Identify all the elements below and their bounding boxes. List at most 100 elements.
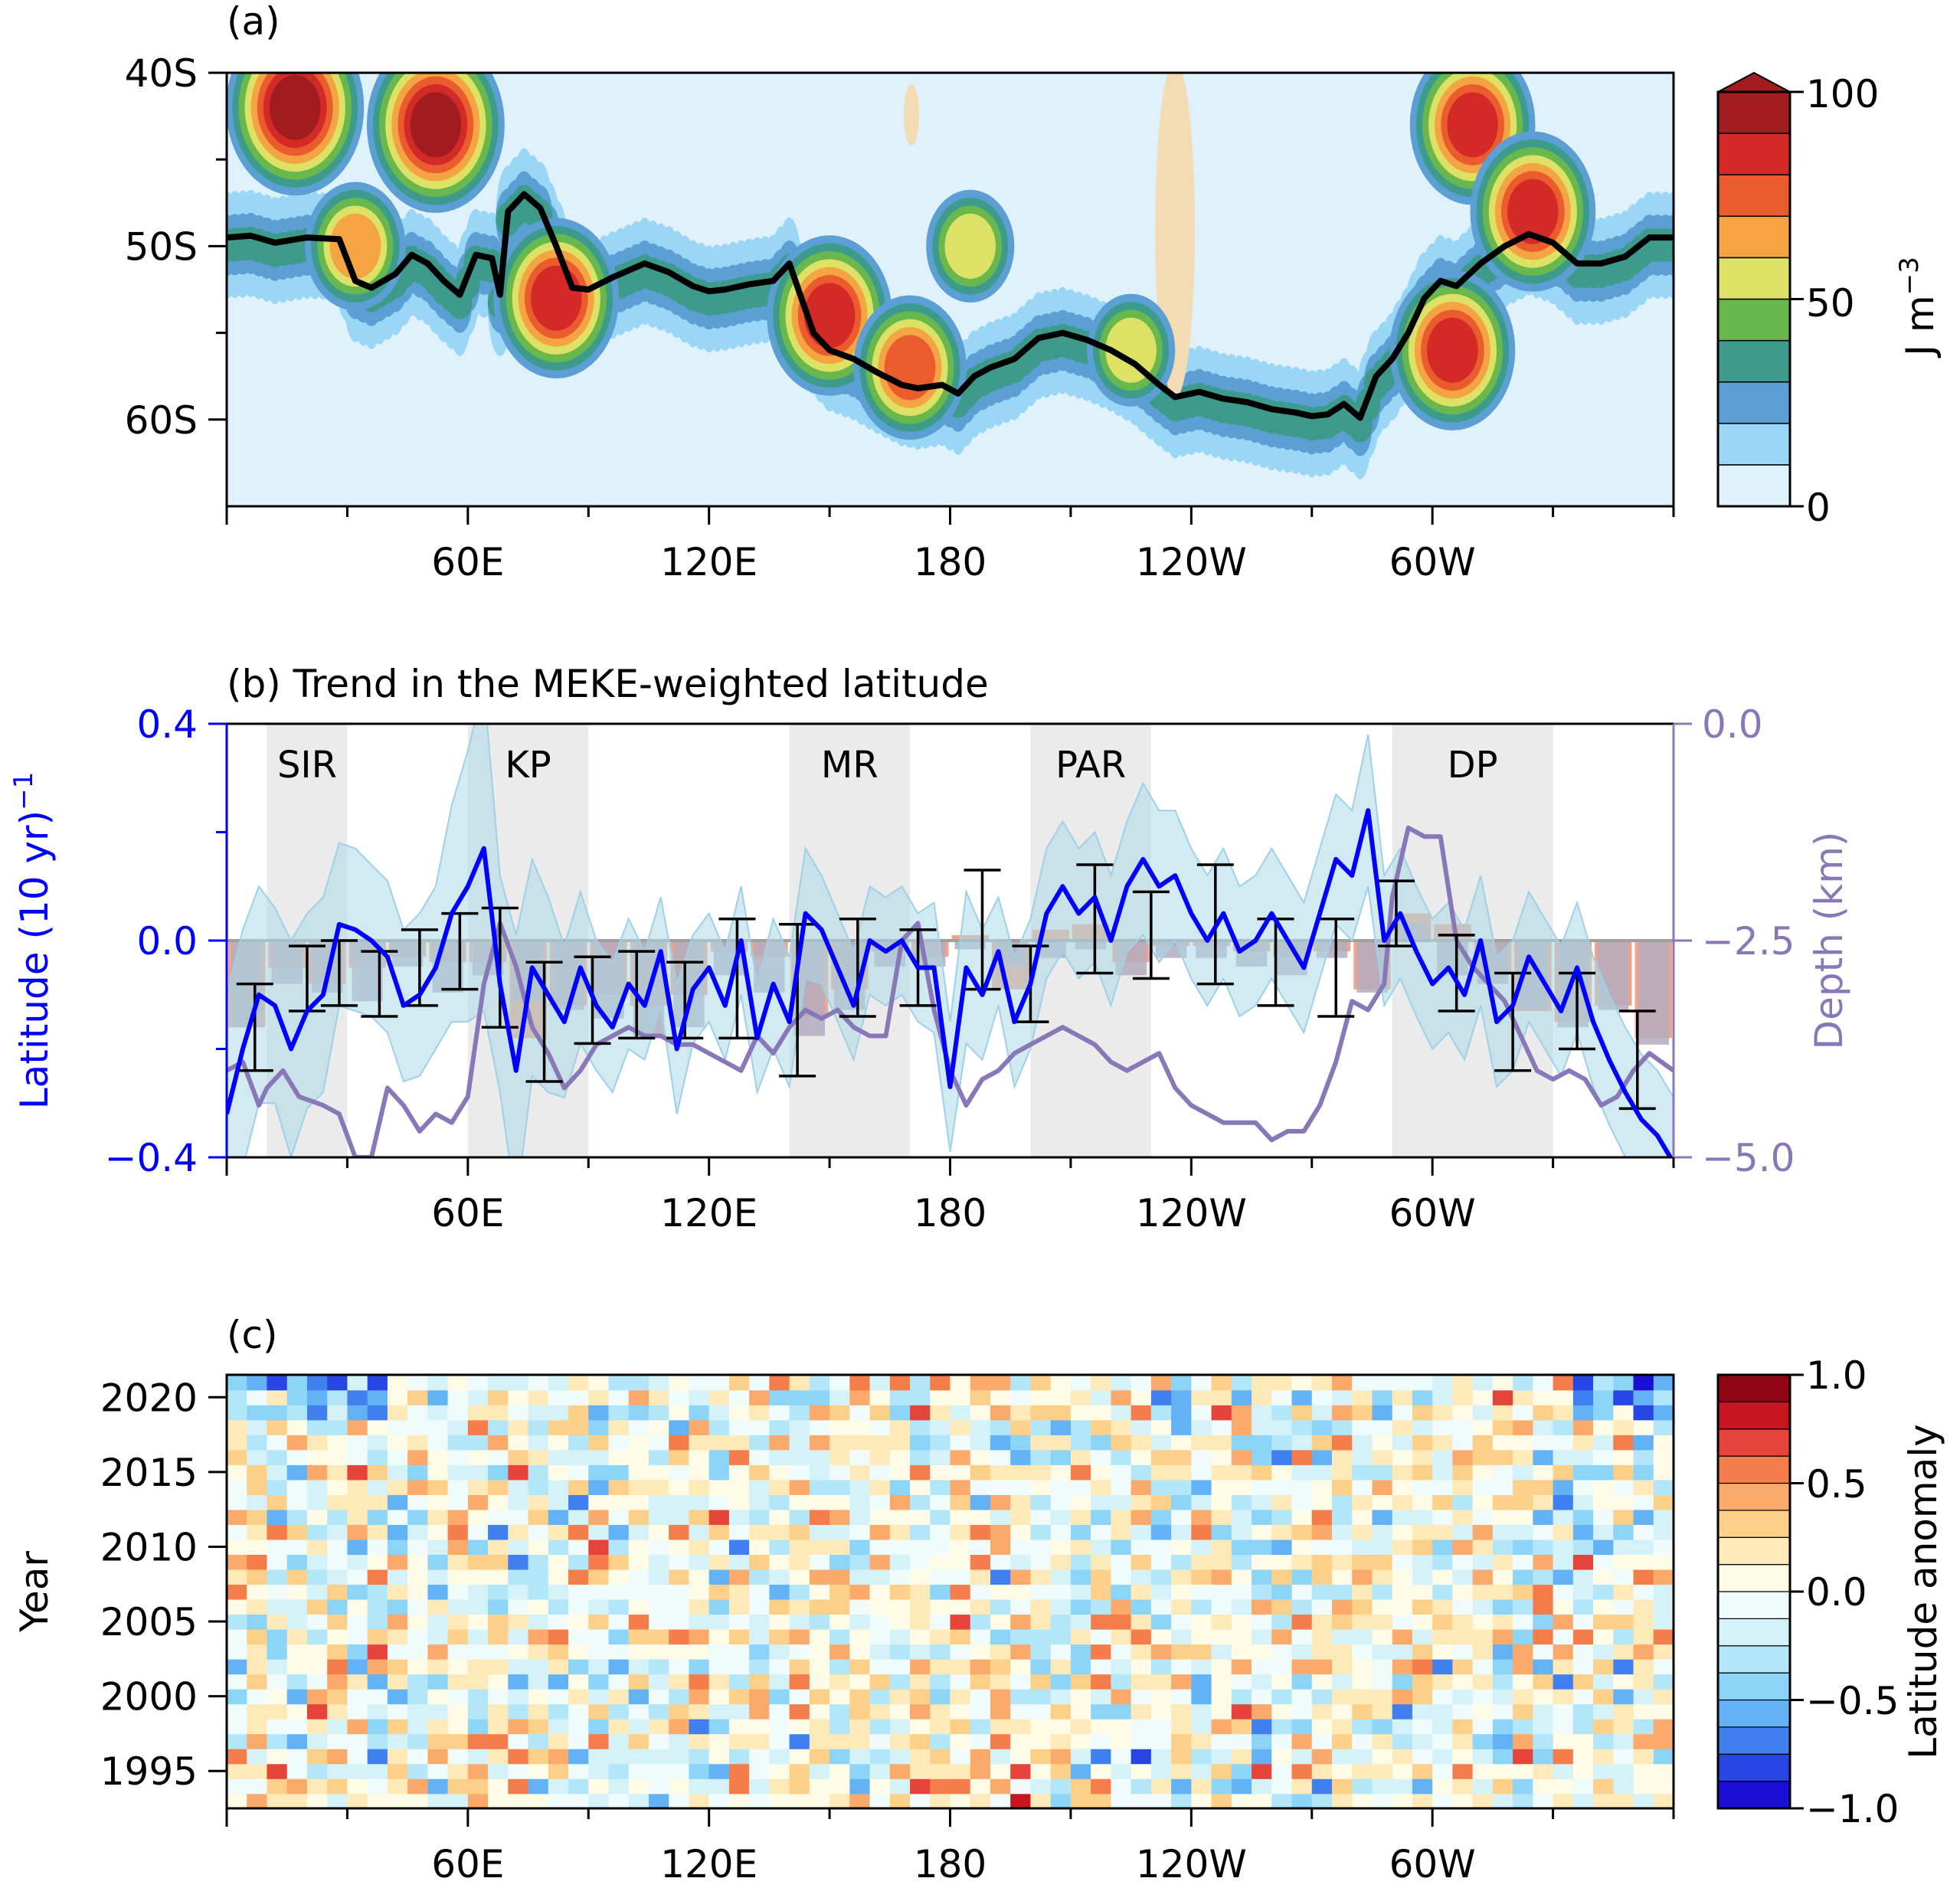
anomaly-cell xyxy=(1331,1494,1353,1510)
x-tick-label: 120E xyxy=(660,1842,757,1886)
anomaly-cell xyxy=(1513,1405,1534,1421)
anomaly-cell xyxy=(608,1748,630,1765)
anomaly-cell xyxy=(1613,1748,1634,1765)
anomaly-cell xyxy=(1331,1703,1353,1719)
anomaly-cell xyxy=(347,1419,368,1435)
anomaly-cell xyxy=(306,1614,328,1630)
anomaly-cell xyxy=(849,1554,871,1570)
anomaly-cell xyxy=(508,1569,529,1585)
anomaly-cell xyxy=(1513,1614,1534,1630)
colorbar-c-swatch xyxy=(1717,1672,1791,1701)
anomaly-cell xyxy=(588,1733,610,1749)
anomaly-cell xyxy=(970,1763,991,1779)
anomaly-cell xyxy=(1372,1598,1393,1615)
anomaly-cell xyxy=(669,1733,690,1749)
anomaly-cell xyxy=(728,1733,750,1749)
anomaly-cell xyxy=(1432,1389,1454,1405)
anomaly-cell xyxy=(1171,1389,1193,1405)
anomaly-cell xyxy=(1513,1703,1534,1719)
anomaly-cell xyxy=(628,1405,650,1421)
anomaly-cell xyxy=(1291,1494,1313,1510)
anomaly-cell xyxy=(930,1644,951,1660)
anomaly-cell xyxy=(930,1405,951,1421)
anomaly-cell xyxy=(1633,1509,1654,1525)
anomaly-cell xyxy=(708,1598,730,1615)
anomaly-cell xyxy=(548,1598,569,1615)
anomaly-cell xyxy=(950,1793,971,1808)
anomaly-cell xyxy=(1633,1419,1654,1435)
panel-b-y2-axis: 0.0−2.5−5.0 xyxy=(1674,702,1795,1180)
anomaly-cell xyxy=(1111,1748,1132,1765)
anomaly-cell xyxy=(306,1733,328,1749)
anomaly-cell xyxy=(910,1509,931,1525)
anomaly-cell xyxy=(708,1479,730,1495)
panel-c-label: (c) xyxy=(227,1313,278,1357)
anomaly-cell xyxy=(588,1584,610,1600)
anomaly-cell xyxy=(1593,1658,1615,1675)
anomaly-cell xyxy=(1252,1644,1273,1660)
anomaly-cell xyxy=(568,1435,590,1451)
anomaly-cell xyxy=(227,1584,248,1600)
anomaly-cell xyxy=(247,1449,268,1465)
anomaly-cell xyxy=(1191,1628,1212,1645)
anomaly-cell xyxy=(809,1644,830,1660)
anomaly-cell xyxy=(1331,1628,1353,1645)
anomaly-cell xyxy=(508,1449,529,1465)
anomaly-cell xyxy=(1613,1524,1634,1540)
anomaly-cell xyxy=(306,1435,328,1451)
anomaly-cell xyxy=(306,1598,328,1615)
anomaly-cell xyxy=(247,1464,268,1481)
anomaly-cell xyxy=(910,1405,931,1421)
anomaly-cell xyxy=(1533,1703,1554,1719)
anomaly-cell xyxy=(628,1449,650,1465)
anomaly-cell xyxy=(1050,1644,1072,1660)
anomaly-cell xyxy=(1572,1674,1594,1690)
anomaly-cell xyxy=(407,1569,429,1585)
anomaly-cell xyxy=(548,1703,569,1719)
anomaly-cell xyxy=(990,1598,1012,1615)
anomaly-cell xyxy=(1131,1598,1152,1615)
anomaly-cell xyxy=(427,1389,449,1405)
anomaly-cell xyxy=(628,1614,650,1630)
anomaly-cell xyxy=(1392,1524,1413,1540)
anomaly-cell xyxy=(1653,1644,1674,1660)
anomaly-cell xyxy=(1111,1778,1132,1795)
anomaly-cell xyxy=(829,1614,851,1630)
anomaly-cell xyxy=(286,1718,308,1735)
anomaly-cell xyxy=(1131,1763,1152,1779)
anomaly-cell xyxy=(1070,1763,1091,1779)
anomaly-cell xyxy=(306,1389,328,1405)
anomaly-cell xyxy=(286,1554,308,1570)
anomaly-cell xyxy=(1131,1524,1152,1540)
anomaly-cell xyxy=(689,1539,710,1556)
anomaly-cell xyxy=(1653,1509,1674,1525)
anomaly-cell xyxy=(1291,1389,1313,1405)
anomaly-cell xyxy=(789,1405,810,1421)
anomaly-cell xyxy=(669,1389,690,1405)
anomaly-cell xyxy=(970,1703,991,1719)
anomaly-cell xyxy=(1091,1793,1112,1808)
anomaly-cell xyxy=(407,1763,429,1779)
anomaly-cell xyxy=(508,1644,529,1660)
anomaly-cell xyxy=(1613,1435,1634,1451)
anomaly-cell xyxy=(789,1658,810,1675)
anomaly-cell xyxy=(749,1718,771,1735)
anomaly-cell xyxy=(648,1674,669,1690)
anomaly-cell xyxy=(990,1435,1012,1451)
anomaly-cell xyxy=(508,1793,529,1808)
anomaly-cell xyxy=(1533,1435,1554,1451)
anomaly-cell xyxy=(1472,1389,1494,1405)
anomaly-cell xyxy=(1572,1449,1594,1465)
anomaly-cell xyxy=(769,1598,790,1615)
anomaly-cell xyxy=(508,1703,529,1719)
anomaly-cell xyxy=(689,1524,710,1540)
anomaly-cell xyxy=(1653,1628,1674,1645)
anomaly-cell xyxy=(347,1598,368,1615)
anomaly-cell xyxy=(1553,1674,1574,1690)
anomaly-cell xyxy=(1593,1614,1615,1630)
anomaly-cell xyxy=(1010,1435,1032,1451)
anomaly-cell xyxy=(1553,1658,1574,1675)
anomaly-cell xyxy=(1211,1688,1232,1705)
anomaly-cell xyxy=(347,1718,368,1735)
anomaly-cell xyxy=(347,1494,368,1510)
